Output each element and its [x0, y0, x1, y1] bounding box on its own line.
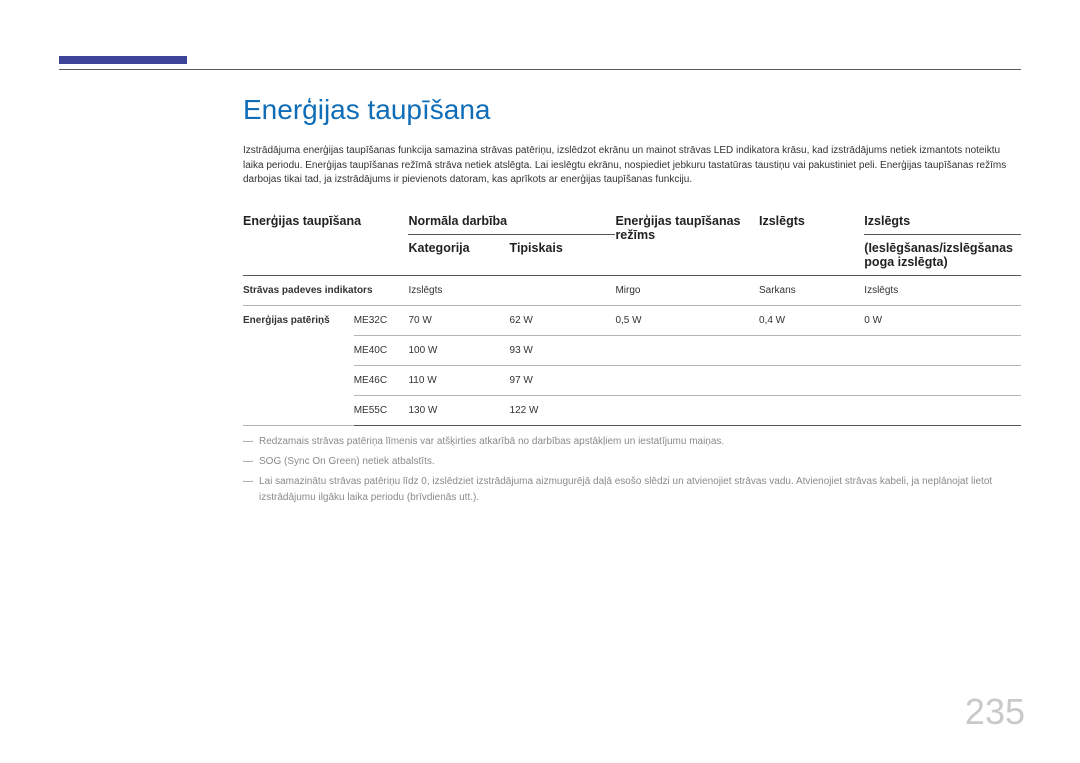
kat-1: 100 W [408, 335, 509, 365]
note-dash: ― [243, 454, 253, 470]
note-3: ― Lai samazinātu strāvas patēriņu līdz 0… [243, 474, 1021, 506]
intro-text: Izstrādājuma enerģijas taupīšanas funkci… [243, 144, 1021, 188]
mode-3 [615, 395, 759, 425]
model-3: ME55C [354, 395, 409, 425]
th-energy-saving: Enerģijas taupīšana [243, 208, 408, 276]
page-content: Enerģijas taupīšana Izstrādājuma enerģij… [243, 94, 1021, 510]
note-dash: ― [243, 434, 253, 450]
spec-table: Enerģijas taupīšana Normāla darbība Ener… [243, 208, 1021, 426]
note-3-text: Lai samazinātu strāvas patēriņu līdz 0, … [259, 474, 1021, 506]
kat-2: 110 W [408, 365, 509, 395]
row-indicator-mode: Mirgo [615, 275, 759, 305]
row-indicator-label: Strāvas padeves indikators [243, 275, 408, 305]
mode-2 [615, 365, 759, 395]
note-dash: ― [243, 474, 253, 506]
top-rule [59, 69, 1021, 70]
tip-3: 122 W [510, 395, 616, 425]
row-consumption-label: Enerģijas patēriņš [243, 305, 354, 425]
tip-0: 62 W [510, 305, 616, 335]
tip-1: 93 W [510, 335, 616, 365]
model-1: ME40C [354, 335, 409, 365]
row-indicator-normal: Izslēgts [408, 275, 615, 305]
off-1 [759, 335, 864, 365]
kat-0: 70 W [408, 305, 509, 335]
footnotes: ― Redzamais strāvas patēriņa līmenis var… [243, 434, 1021, 506]
row-indicator-off2: Izslēgts [864, 275, 1021, 305]
kat-3: 130 W [408, 395, 509, 425]
th-normal: Normāla darbība [408, 208, 615, 235]
model-2: ME46C [354, 365, 409, 395]
off-3 [759, 395, 864, 425]
th-kategorija: Kategorija [408, 234, 509, 275]
note-1: ― Redzamais strāvas patēriņa līmenis var… [243, 434, 1021, 450]
th-tipiskais: Tipiskais [510, 234, 616, 275]
off-0: 0,4 W [759, 305, 864, 335]
th-off2-sub: (Ieslēgšanas/izslēgšanas poga izslēgta) [864, 234, 1021, 275]
off2-3 [864, 395, 1021, 425]
off-2 [759, 365, 864, 395]
mode-0: 0,5 W [615, 305, 759, 335]
model-0: ME32C [354, 305, 409, 335]
th-off2: Izslēgts [864, 208, 1021, 235]
note-2-text: SOG (Sync On Green) netiek atbalstīts. [259, 454, 435, 470]
page-number: 235 [965, 691, 1025, 733]
off2-1 [864, 335, 1021, 365]
row-indicator-off1: Sarkans [759, 275, 864, 305]
mode-1 [615, 335, 759, 365]
note-2: ― SOG (Sync On Green) netiek atbalstīts. [243, 454, 1021, 470]
tip-2: 97 W [510, 365, 616, 395]
page-title: Enerģijas taupīšana [243, 94, 1021, 126]
th-off1: Izslēgts [759, 208, 864, 276]
off2-0: 0 W [864, 305, 1021, 335]
th-mode: Enerģijas taupīšanas režīms [615, 208, 759, 276]
off2-2 [864, 365, 1021, 395]
chapter-mark [59, 56, 187, 64]
note-1-text: Redzamais strāvas patēriņa līmenis var a… [259, 434, 724, 450]
